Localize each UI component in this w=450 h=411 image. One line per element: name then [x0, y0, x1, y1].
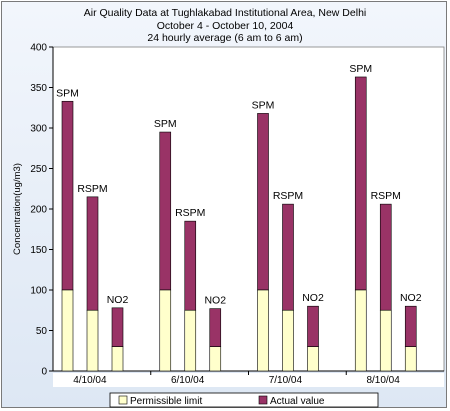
bar-actual-value: [354, 76, 367, 291]
bar-label-no2: NO2: [400, 292, 422, 304]
bar-actual-value: [404, 305, 417, 348]
bar-permissible-limit: [184, 309, 197, 372]
x-tick-label: 7/10/04: [269, 375, 303, 386]
bar-actual-value: [307, 305, 319, 348]
x-tick-label: 6/10/04: [171, 375, 205, 386]
bar-actual-value: [257, 113, 269, 291]
y-tick-label: 150: [30, 245, 47, 256]
y-tick-label: 0: [41, 367, 47, 378]
legend-box: [109, 392, 379, 408]
x-tick-label: 8/10/04: [366, 375, 400, 386]
y-tick-label: 200: [30, 205, 47, 216]
bar-actual-value: [379, 203, 392, 311]
bar-actual-value: [282, 203, 294, 311]
y-axis-title: Concentration(ug/m3): [12, 163, 23, 255]
bar-permissible-limit: [354, 289, 367, 372]
legend-swatch-permissible-limit: [118, 395, 128, 405]
bar-permissible-limit: [307, 346, 319, 372]
bar-label-spm: SPM: [154, 118, 177, 130]
bar-label-spm: SPM: [349, 63, 372, 75]
bar-permissible-limit: [379, 309, 392, 372]
bar-permissible-limit: [61, 289, 74, 372]
bar-label-spm: SPM: [56, 87, 79, 99]
bar-label-rspm: RSPM: [77, 183, 107, 195]
bar-permissible-limit: [282, 309, 294, 372]
bar-label-no2: NO2: [107, 294, 129, 306]
legend-label-actual-value: Actual value: [270, 396, 325, 407]
bar-label-rspm: RSPM: [371, 190, 401, 202]
plot-layer: 0 50 100 150 200 250 300 350 400 SPM RSPM NO2 4/10/0…: [30, 43, 445, 387]
y-tick-label: 50: [36, 326, 48, 337]
y-tick-label: 350: [30, 83, 47, 94]
legend-label-permissible-limit: Permissible limit: [130, 396, 202, 407]
bar-actual-value: [159, 131, 172, 291]
bar-permissible-limit: [257, 289, 269, 372]
y-tick-label: 300: [30, 124, 47, 135]
category-label-band: [53, 373, 444, 387]
bar-label-rspm: RSPM: [175, 207, 205, 219]
bar-label-no2: NO2: [204, 295, 226, 307]
legend: Permissible limit Actual value: [109, 392, 379, 408]
bar-permissible-limit: [209, 346, 222, 372]
y-tick-label: 100: [30, 286, 47, 297]
chart-subtitle-line-2: 24 hourly average (6 am to 6 am): [147, 32, 302, 44]
bar-permissible-limit: [404, 346, 417, 372]
bar-actual-value: [111, 307, 124, 348]
x-tick-label: 4/10/04: [73, 375, 107, 386]
bar-label-spm: SPM: [252, 99, 275, 111]
bar-actual-value: [184, 220, 197, 311]
bar-permissible-limit: [111, 346, 124, 372]
bar-actual-value: [61, 100, 74, 291]
y-tick-label: 400: [30, 43, 47, 54]
chart-subtitle-line-1: October 4 - October 10, 2004: [157, 20, 294, 32]
bar-actual-value: [209, 308, 222, 348]
bar-permissible-limit: [86, 309, 99, 372]
y-tick-label: 250: [30, 164, 47, 175]
legend-swatch-actual-value: [258, 395, 268, 405]
bar-actual-value: [86, 196, 99, 311]
bar-permissible-limit: [159, 289, 172, 372]
chart-title: Air Quality Data at Tughlakabad Institut…: [84, 7, 367, 19]
bar-label-rspm: RSPM: [273, 190, 303, 202]
bar-label-no2: NO2: [302, 292, 324, 304]
